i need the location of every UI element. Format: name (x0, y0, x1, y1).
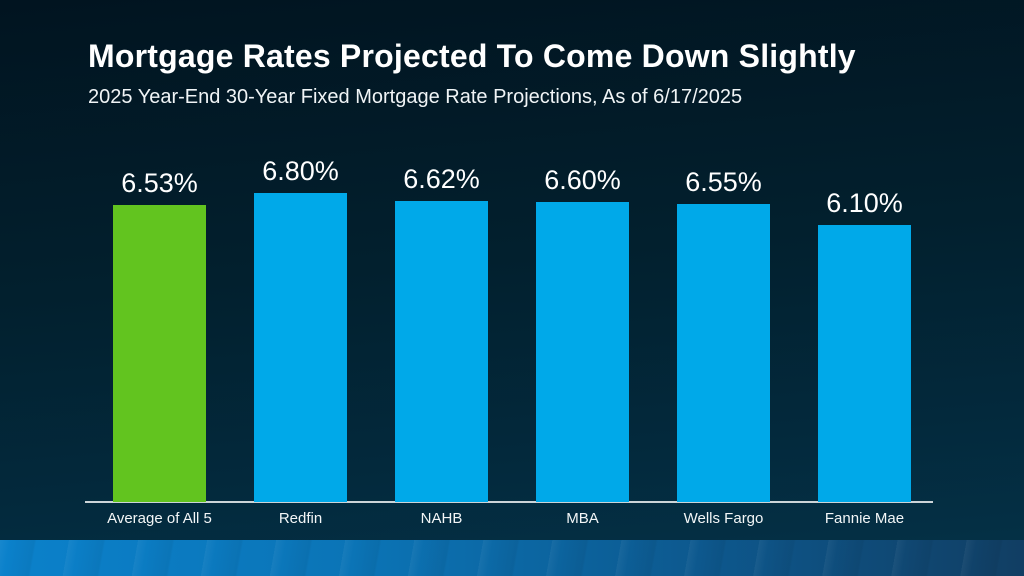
bar-nahb (395, 201, 488, 502)
bar-mba (536, 202, 629, 502)
bar-value-label: 6.53% (121, 168, 198, 199)
chart-subtitle: 2025 Year-End 30-Year Fixed Mortgage Rat… (88, 86, 743, 108)
category-label: MBA (566, 510, 599, 527)
footer-accent-bar (0, 540, 1024, 576)
category-label: Wells Fargo (683, 510, 764, 527)
bar-value-label: 6.62% (403, 164, 480, 195)
bar-fannie-mae (818, 224, 911, 502)
chart-title: Mortgage Rates Projected To Come Down Sl… (88, 38, 856, 74)
category-label: Fannie Mae (824, 510, 905, 527)
bar-value-label: 6.55% (685, 167, 762, 198)
bar-value-label: 6.60% (544, 165, 621, 196)
category-label: Average of All 5 (107, 510, 212, 527)
bar-value-label: 6.10% (826, 187, 903, 218)
bar-redfin (254, 193, 347, 502)
category-label: NAHB (420, 510, 463, 527)
x-axis-line (85, 501, 933, 503)
bar-average-of-all-5 (113, 205, 206, 502)
bar-wells-fargo (677, 204, 770, 502)
category-label: Redfin (278, 510, 323, 527)
bar-value-label: 6.80% (262, 156, 339, 186)
